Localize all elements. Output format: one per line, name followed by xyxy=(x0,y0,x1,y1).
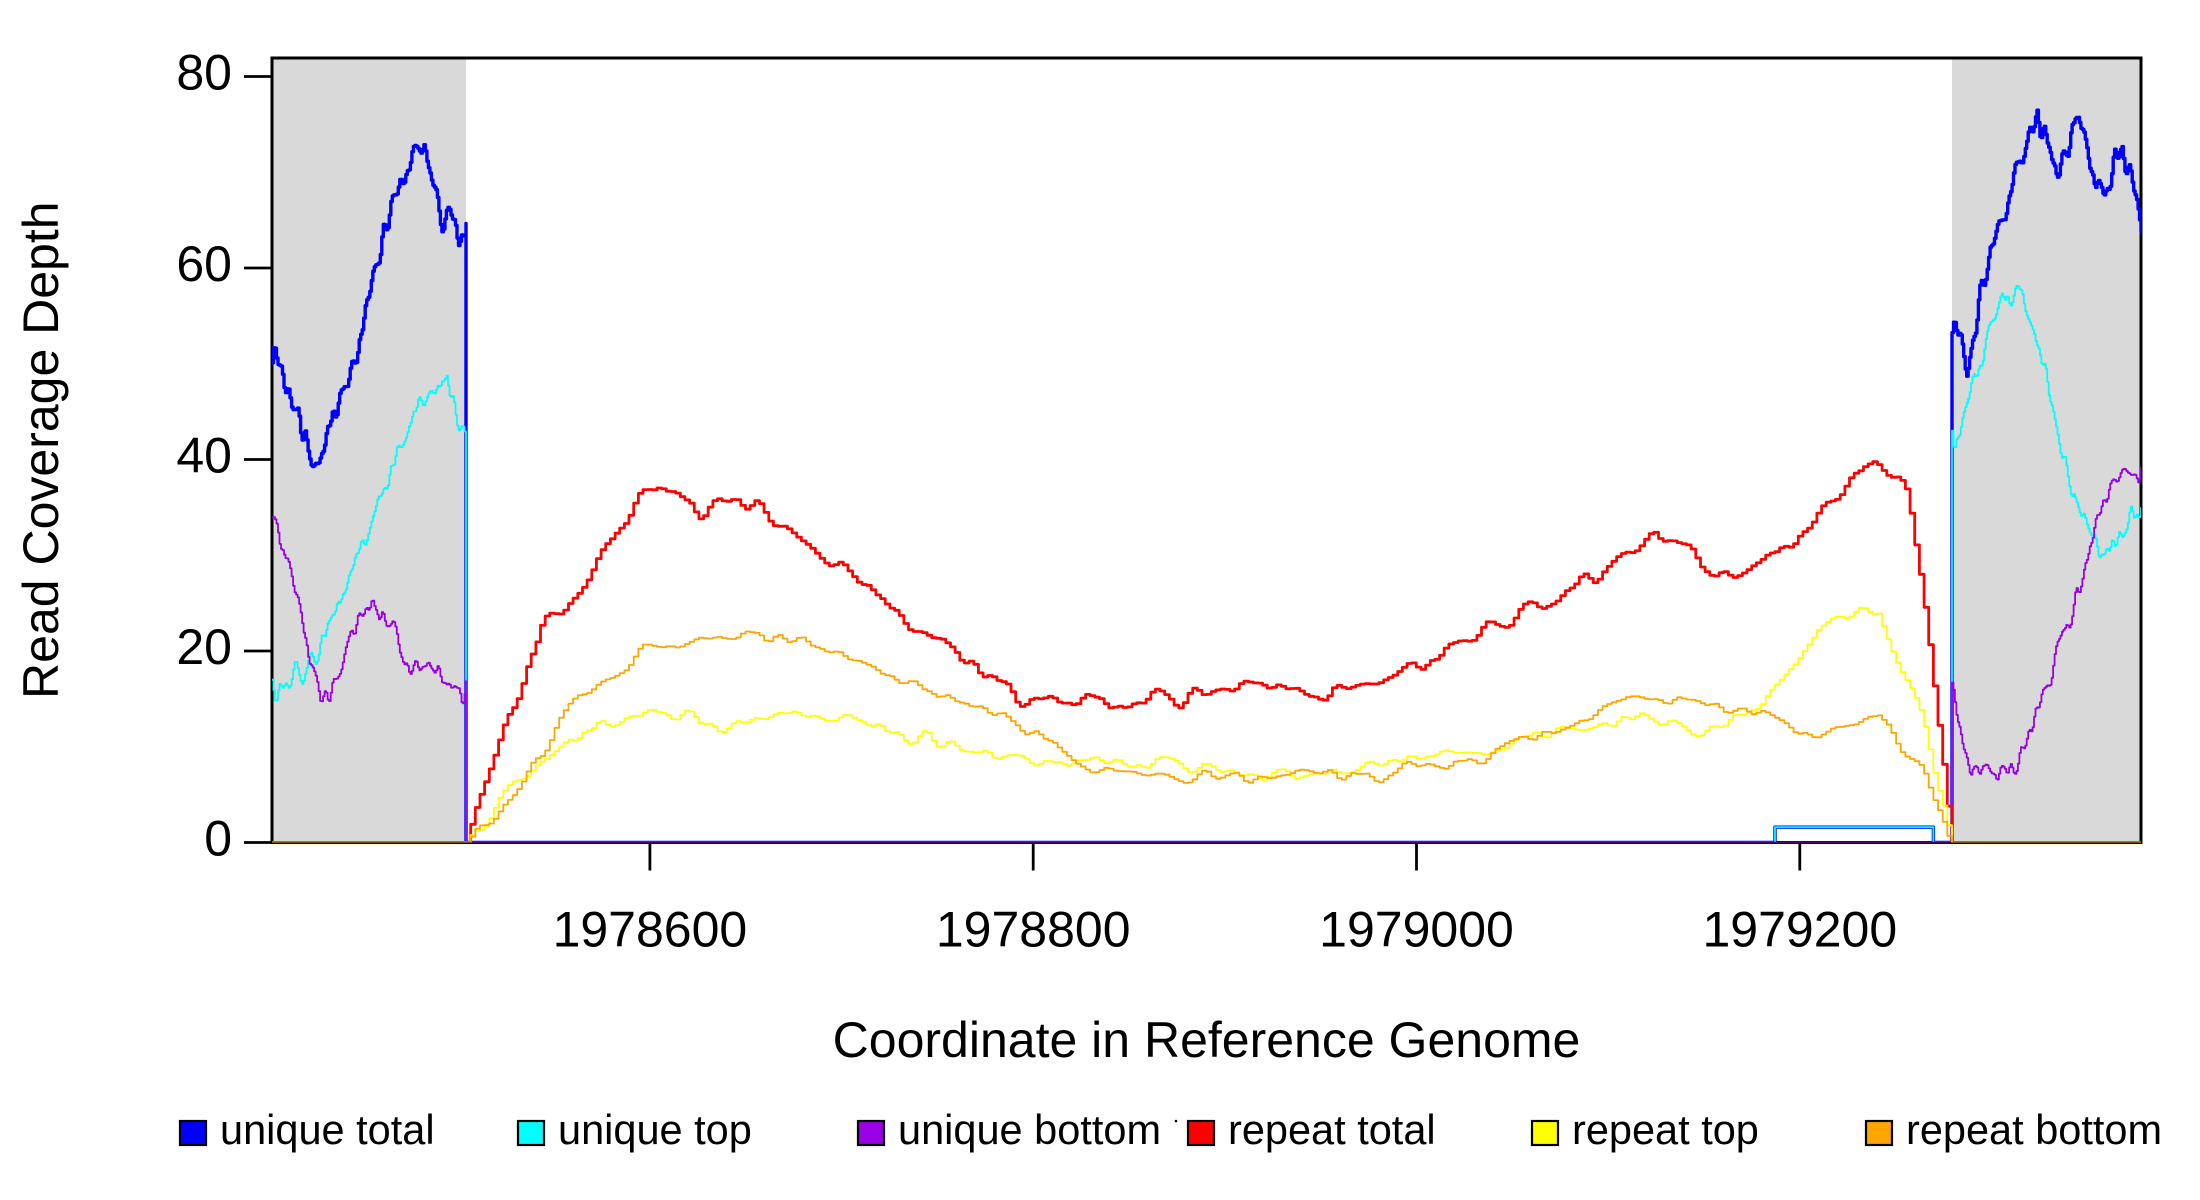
svg-text:unique bottom: unique bottom xyxy=(898,1106,1161,1153)
svg-text:Read Coverage Depth: Read Coverage Depth xyxy=(13,201,69,699)
svg-text:0: 0 xyxy=(204,811,232,867)
svg-text:60: 60 xyxy=(176,236,232,292)
svg-text:unique total: unique total xyxy=(220,1106,435,1153)
svg-text:1978800: 1978800 xyxy=(936,902,1131,958)
svg-text:40: 40 xyxy=(176,428,232,484)
svg-text:1979200: 1979200 xyxy=(1702,902,1897,958)
svg-text:repeat top: repeat top xyxy=(1572,1106,1759,1153)
svg-text:repeat total: repeat total xyxy=(1228,1106,1436,1153)
svg-text:80: 80 xyxy=(176,45,232,101)
svg-text:20: 20 xyxy=(176,619,232,675)
svg-text:unique top: unique top xyxy=(558,1106,752,1153)
svg-text:1979000: 1979000 xyxy=(1319,902,1514,958)
svg-text:1978600: 1978600 xyxy=(553,902,748,958)
svg-text:Coordinate in Reference Genome: Coordinate in Reference Genome xyxy=(833,1012,1581,1068)
svg-text:repeat bottom: repeat bottom xyxy=(1906,1106,2162,1153)
